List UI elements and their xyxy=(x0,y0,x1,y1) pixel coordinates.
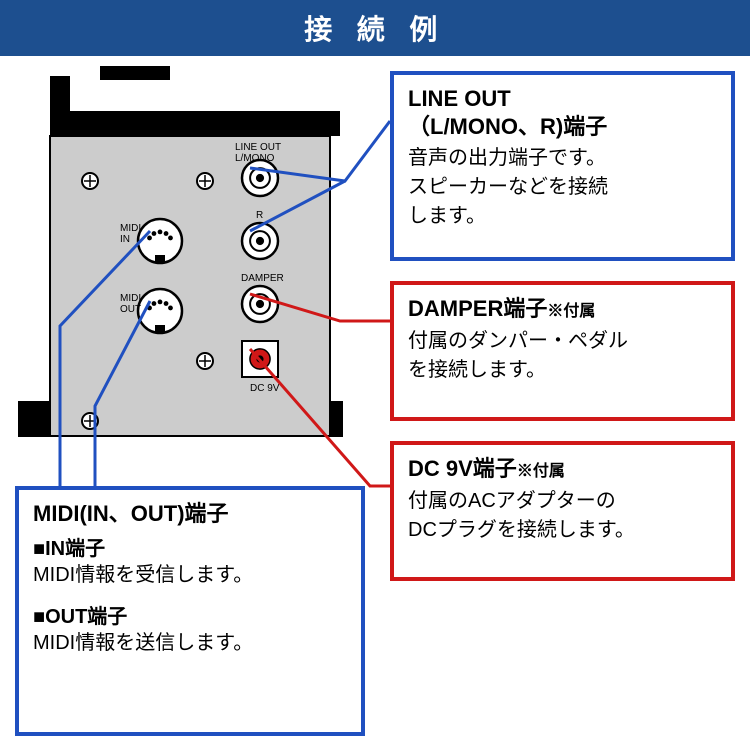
callout-dc9v-title: DC 9V端子 xyxy=(408,456,517,481)
svg-text:MIDI: MIDI xyxy=(120,293,141,304)
svg-text:DC 9V: DC 9V xyxy=(250,383,280,394)
callout-midi: MIDI(IN、OUT)端子 ■IN端子 MIDI情報を受信します。 ■OUT端… xyxy=(15,486,365,736)
header-title: 接 続 例 xyxy=(304,14,446,45)
header-bar: 接 続 例 xyxy=(0,0,750,56)
svg-text:R: R xyxy=(256,210,263,221)
svg-text:LINE OUT: LINE OUT xyxy=(235,142,281,153)
diagram-canvas: LINE OUTL/MONORDAMPERMIDIINMIDIOUTDC 9V … xyxy=(0,56,750,756)
device-top-tab xyxy=(100,66,170,80)
callout-lineout-body: 音声の出力端子です。スピーカーなどを接続します。 xyxy=(408,144,717,231)
callout-midi-body2: MIDI情報を送信します。 xyxy=(33,629,347,658)
callout-midi-sub2: ■OUT端子 xyxy=(33,600,347,629)
callout-dc9v: DC 9V端子※付属 付属のACアダプターのDCプラグを接続します。 xyxy=(390,441,735,581)
callout-dc9v-body: 付属のACアダプターのDCプラグを接続します。 xyxy=(408,487,717,545)
device-diagram: LINE OUTL/MONORDAMPERMIDIINMIDIOUTDC 9V xyxy=(10,66,370,466)
callout-midi-body1: MIDI情報を受信します。 xyxy=(33,561,347,590)
callout-midi-title: MIDI(IN、OUT)端子 xyxy=(33,500,347,528)
svg-text:MIDI: MIDI xyxy=(120,223,141,234)
callout-dc9v-note: ※付属 xyxy=(517,463,565,480)
svg-text:OUT: OUT xyxy=(120,304,141,315)
callout-midi-sub1: ■IN端子 xyxy=(33,532,347,561)
callout-damper-title: DAMPER端子 xyxy=(408,296,547,321)
callout-lineout-title2: （L/MONO、R)端子 xyxy=(408,113,717,141)
device-top-trim xyxy=(50,76,340,136)
callout-damper-body: 付属のダンパー・ペダルを接続します。 xyxy=(408,327,717,385)
callout-lineout-title1: LINE OUT xyxy=(408,85,717,113)
svg-text:L/MONO: L/MONO xyxy=(235,153,275,164)
callout-damper-note: ※付属 xyxy=(547,303,595,320)
svg-text:DAMPER: DAMPER xyxy=(241,273,284,284)
callout-lineout: LINE OUT （L/MONO、R)端子 音声の出力端子です。スピーカーなどを… xyxy=(390,71,735,261)
svg-text:IN: IN xyxy=(120,234,130,245)
callout-damper: DAMPER端子※付属 付属のダンパー・ペダルを接続します。 xyxy=(390,281,735,421)
